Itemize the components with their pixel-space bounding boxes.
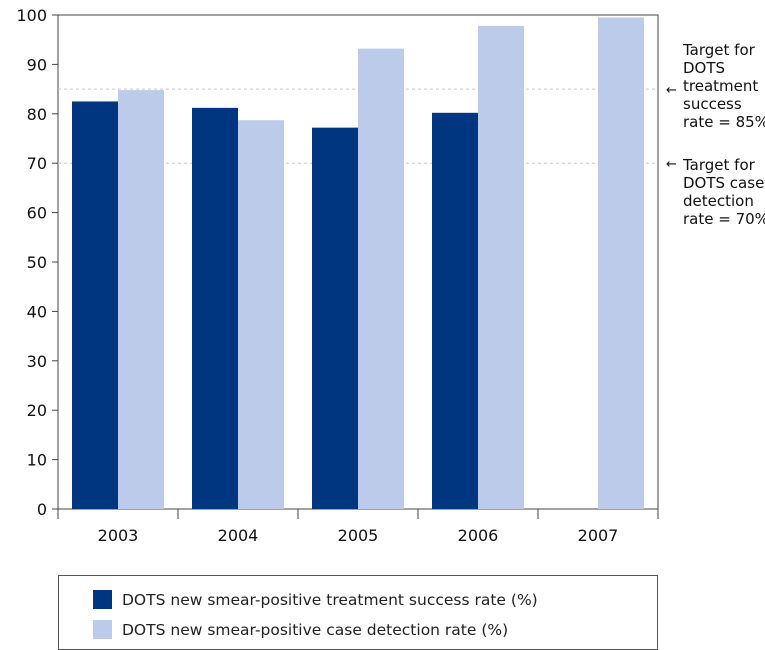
y-tick-label: 0 (37, 500, 47, 519)
bar-treatment-success-2003 (72, 101, 118, 509)
bar-treatment-success-2004 (192, 107, 238, 509)
target-label-1-line: rate = 70% (683, 210, 765, 228)
y-tick-label: 70 (27, 154, 47, 173)
y-tick-label: 90 (27, 55, 47, 74)
target-label-1-line: DOTS case (683, 174, 764, 192)
bar-case-detection-2003 (118, 90, 164, 509)
y-tick-label: 60 (27, 204, 47, 223)
legend-swatch-case-detection (93, 620, 112, 639)
y-tick-label: 100 (16, 6, 47, 25)
x-tick-label: 2005 (338, 526, 379, 545)
target-label-0-line: success (683, 95, 742, 113)
y-tick-label: 50 (27, 253, 47, 272)
y-tick-label: 10 (27, 451, 47, 470)
bar-treatment-success-2005 (312, 127, 358, 509)
x-tick-label: 2004 (218, 526, 259, 545)
bar-case-detection-2007 (598, 17, 644, 509)
x-tick-label: 2006 (458, 526, 499, 545)
bar-case-detection-2004 (238, 120, 284, 510)
x-axis: 2003 2004 2005 2006 2007 (57, 509, 659, 545)
target-label-0-line: rate = 85% (683, 113, 765, 131)
x-tick-label: 2007 (578, 526, 619, 545)
target-arrow-1: ← (666, 157, 677, 172)
legend-item-case-detection: DOTS new smear-positive case detection r… (93, 620, 508, 639)
target-label-1-line: detection (683, 192, 754, 210)
plot-area (57, 14, 659, 510)
y-tick-label: 20 (27, 401, 47, 420)
legend: DOTS new smear-positive treatment succes… (58, 575, 658, 650)
target-label-0-line: DOTS (683, 59, 725, 77)
target-arrow-0: ← (666, 83, 677, 98)
y-tick-label: 30 (27, 352, 47, 371)
legend-swatch-treatment-success (93, 590, 112, 609)
y-tick-label: 40 (27, 302, 47, 321)
bar-treatment-success-2006 (432, 112, 478, 509)
legend-label-case-detection: DOTS new smear-positive case detection r… (122, 620, 509, 639)
bar-case-detection-2005 (358, 48, 404, 509)
legend-label-treatment-success: DOTS new smear-positive treatment succes… (122, 590, 538, 609)
legend-item-treatment-success: DOTS new smear-positive treatment succes… (93, 590, 538, 609)
bar-case-detection-2006 (478, 25, 524, 509)
y-axis: 0 10 20 30 40 50 60 70 80 90 100 (16, 6, 58, 519)
target-label-0-line: Target for (682, 41, 756, 59)
x-tick-label: 2003 (98, 526, 139, 545)
target-label-0-line: treatment (683, 77, 758, 95)
y-tick-label: 80 (27, 105, 47, 124)
target-label-1-line: Target for (682, 156, 756, 174)
